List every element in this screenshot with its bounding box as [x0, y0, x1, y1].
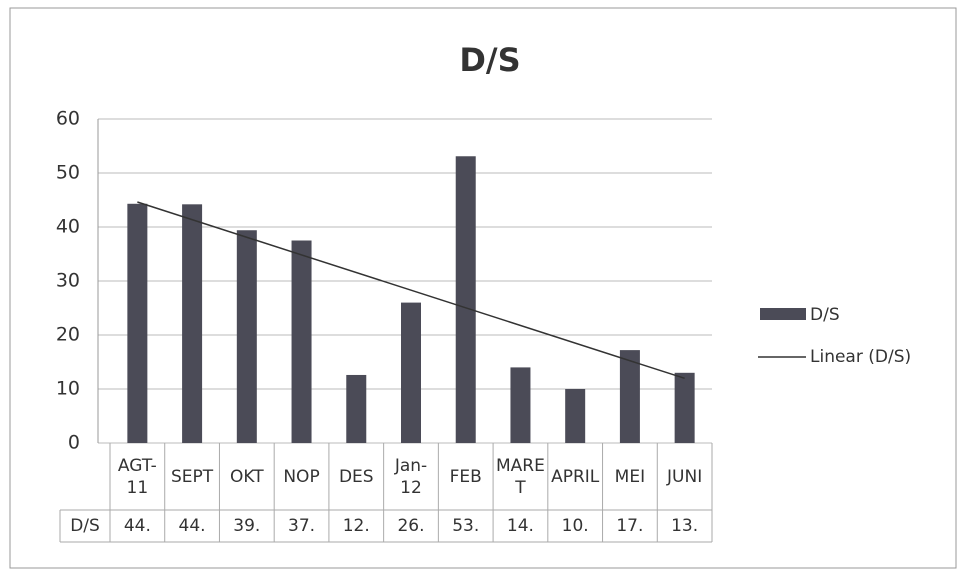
table-value: 37.	[288, 516, 316, 536]
x-tick-label: MARET	[496, 455, 545, 498]
bar	[182, 204, 203, 443]
bar	[619, 350, 640, 443]
x-tick-label: MEI	[614, 466, 646, 487]
table-value: 10.	[561, 516, 589, 536]
legend-swatch	[760, 308, 806, 320]
x-tick-label: Jan-12	[394, 455, 428, 498]
table-value: 44.	[123, 516, 151, 536]
table-series-name: D/S	[70, 516, 100, 536]
x-tick-label: NOP	[283, 466, 320, 487]
x-tick-label: AGT-11	[117, 455, 157, 498]
chart-title: D/S	[459, 41, 520, 79]
x-tick-label: SEPT	[170, 466, 214, 487]
x-tick-label: FEB	[449, 466, 482, 487]
table-value: 12.	[342, 516, 370, 536]
legend-label: D/S	[810, 305, 840, 325]
bar	[674, 372, 695, 443]
y-tick-label: 20	[56, 324, 80, 346]
bar	[291, 240, 312, 443]
bar	[565, 389, 586, 443]
y-tick-label: 40	[56, 216, 80, 238]
y-tick-label: 10	[56, 378, 80, 400]
trendline	[137, 201, 685, 380]
table-value: 17.	[616, 516, 644, 536]
x-tick-label: APRIL	[551, 466, 600, 487]
x-tick-label: JUNI	[667, 466, 703, 487]
table-value: 44.	[178, 516, 206, 536]
table-value: 14.	[506, 516, 534, 536]
y-tick-label: 30	[56, 270, 80, 292]
y-tick-label: 50	[56, 162, 80, 184]
table-value: 39.	[233, 516, 261, 536]
bar	[455, 156, 476, 443]
y-tick-label: 60	[56, 108, 80, 130]
chart-frame	[9, 7, 957, 569]
bar	[127, 203, 148, 443]
table-value: 53.	[452, 516, 480, 536]
table-value: 26.	[397, 516, 425, 536]
bar	[510, 367, 531, 443]
legend-label: Linear (D/S)	[810, 347, 911, 367]
y-tick-label: 0	[68, 432, 80, 454]
x-tick-label: OKT	[230, 466, 264, 487]
bar	[401, 302, 421, 443]
bar	[346, 374, 367, 443]
table-value: 13.	[671, 516, 699, 536]
bar	[236, 230, 257, 443]
x-tick-label: DES	[338, 466, 374, 487]
